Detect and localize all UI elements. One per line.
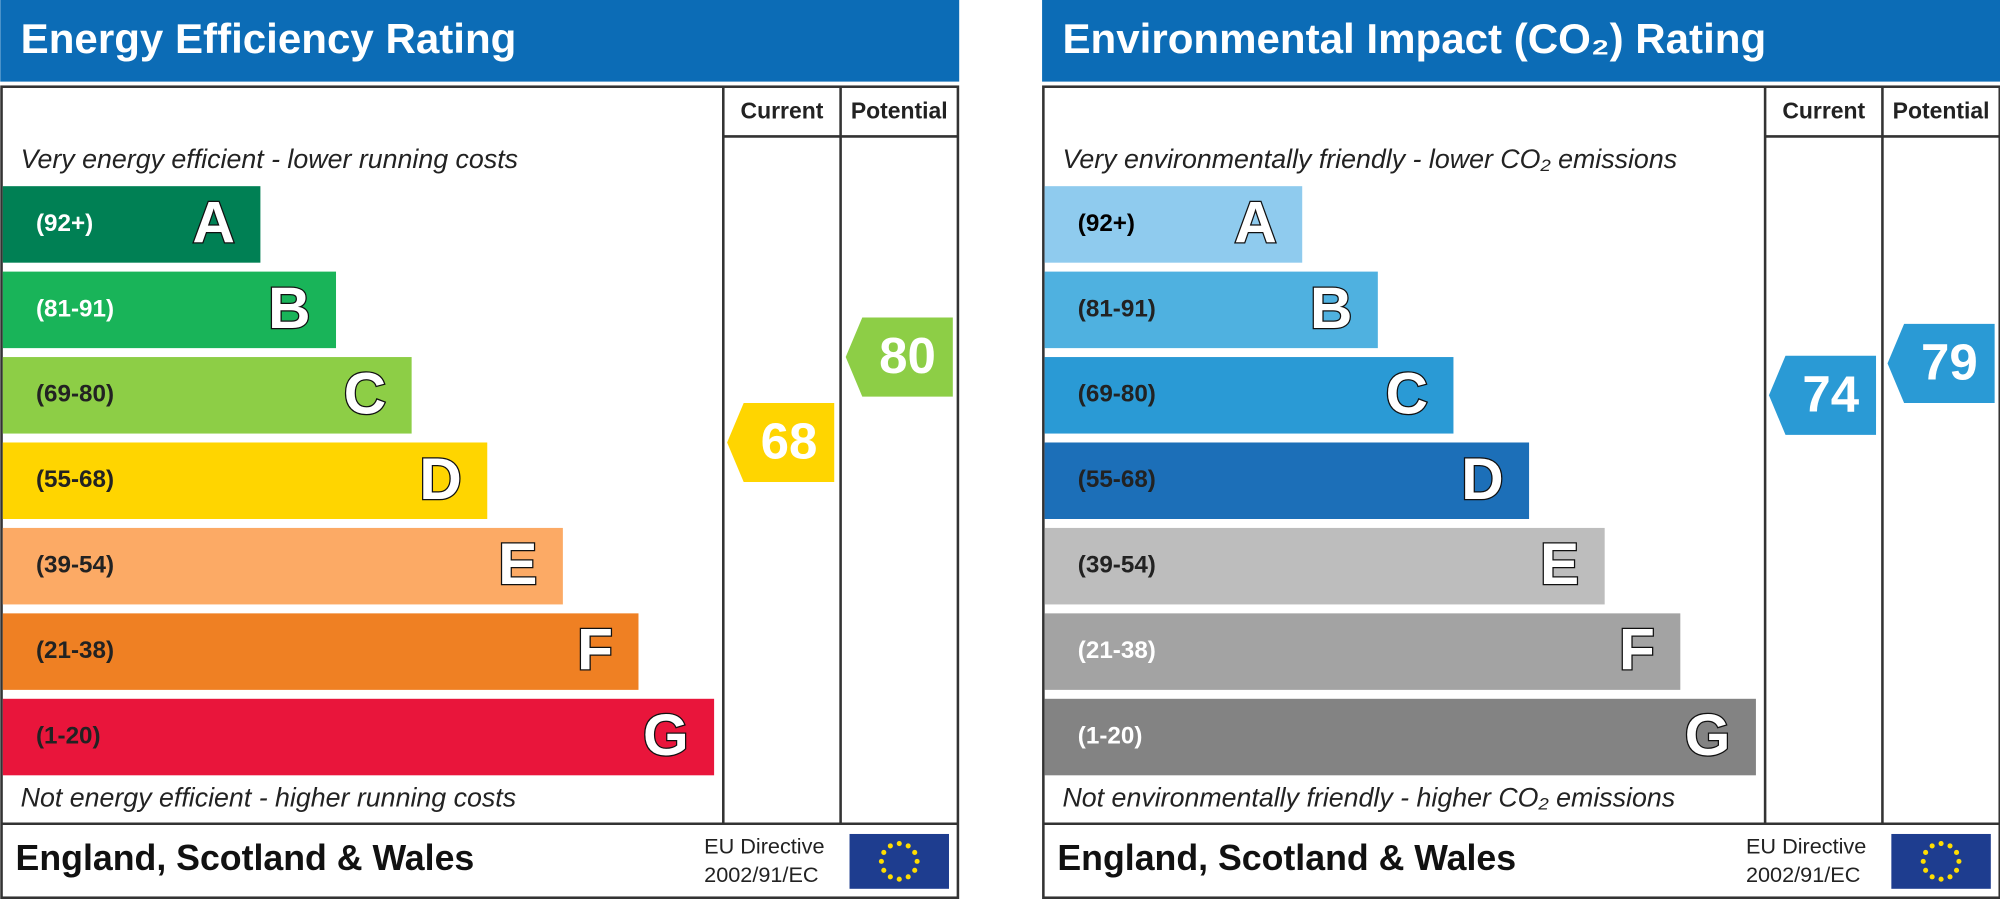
band-letter: G [1685,703,1731,768]
band-range: (39-54) [1078,552,1156,579]
flag-star [1947,874,1953,880]
flag-star [1953,867,1960,873]
flag-star [912,867,918,873]
band-range: (21-38) [36,637,114,664]
flag-star [1938,876,1944,882]
rating-arrow [1887,323,1995,403]
band-range: (81-91) [1078,295,1156,322]
rating-band [1044,698,1756,776]
rating-value: 74 [1802,365,1859,422]
column-header: Current [1782,97,1865,123]
rating-value: 68 [761,413,818,470]
rating-band [1044,271,1378,349]
band-range: (39-54) [36,552,114,579]
rating-band [1044,442,1530,519]
bottom-note: Not energy efficient - higher running co… [21,783,516,813]
flag-star [1920,858,1926,864]
band-range: (55-68) [36,466,114,493]
panel: Energy Efficiency Rating Current Potential… [0,0,960,899]
band-letter: C [1386,361,1428,426]
flag-star [1929,843,1935,849]
rating-band [1044,527,1605,605]
band-range: (21-38) [1078,637,1156,664]
flag-star [1953,849,1960,856]
rating-band [2,527,563,605]
rating-band [2,357,412,434]
directive-line: 2002/91/EC [1746,862,1860,887]
band-letter: E [498,532,537,597]
header-bar [0,0,960,82]
band-letter: F [1619,618,1655,683]
band-range: (69-80) [1078,381,1156,408]
flag-star [905,843,911,849]
band-range: (92+) [1078,210,1135,237]
rating-arrow [727,402,835,483]
band-letter: A [193,190,235,255]
flag-star [914,858,920,864]
column-header: Potential [851,97,948,123]
panel-title: Environmental Impact (CO₂) Rating [1062,15,1766,62]
flag-star [896,876,902,882]
flag-star [1923,867,1929,873]
header-bar [1042,0,2000,82]
flag-star [1923,849,1929,856]
band-letter: B [268,276,310,341]
top-note: Very environmentally friendly - lower CO… [1062,144,1677,174]
rating-arrow [1768,355,1877,435]
column-header: Current [741,97,824,123]
band-range: (55-68) [1078,466,1156,493]
flag-star [896,840,902,847]
band-letter: D [1461,447,1503,512]
flag-star [887,843,893,849]
rating-band [2,698,715,776]
band-letter: C [344,361,386,426]
directive-line: 2002/91/EC [704,862,818,887]
flag-star [1938,840,1944,847]
panel-title: Energy Efficiency Rating [21,15,517,62]
rating-band [2,613,639,690]
flag-star [1929,874,1935,880]
band-letter: D [419,447,461,512]
top-note: Very energy efficient - lower running co… [21,144,518,174]
flag-star [912,849,918,856]
column-header: Potential [1893,97,1990,123]
band-range: (92+) [36,210,93,237]
rating-band [1044,613,1681,690]
rating-band [2,271,337,349]
rating-arrow [845,317,953,397]
band-range: (1-20) [1078,722,1143,749]
rating-band [1044,357,1454,434]
band-letter: A [1234,190,1276,255]
panel: Environmental Impact (CO₂) Rating Current… [1042,0,2000,899]
rating-band [2,186,261,263]
rating-band [1044,186,1303,263]
flag-star [881,849,887,856]
band-letter: G [643,703,689,768]
directive-line: EU Directive [1746,834,1866,859]
band-letter: E [1540,532,1579,597]
rating-value: 79 [1921,333,1978,390]
footer-region: England, Scotland & Wales [1057,838,1516,878]
band-range: (81-91) [36,295,114,322]
band-letter: F [577,618,613,683]
bottom-note: Not environmentally friendly - higher CO… [1062,783,1675,813]
band-range: (69-80) [36,381,114,408]
directive-line: EU Directive [704,834,824,859]
flag-star [1947,843,1953,849]
rating-band [2,442,488,519]
footer-region: England, Scotland & Wales [16,838,475,878]
band-range: (1-20) [36,722,101,749]
flag-star [881,867,887,873]
band-letter: B [1310,276,1352,341]
flag-star [878,858,884,864]
flag-star [887,874,893,880]
rating-value: 80 [879,327,936,384]
flag-star [905,874,911,880]
flag-star [1956,858,1962,864]
